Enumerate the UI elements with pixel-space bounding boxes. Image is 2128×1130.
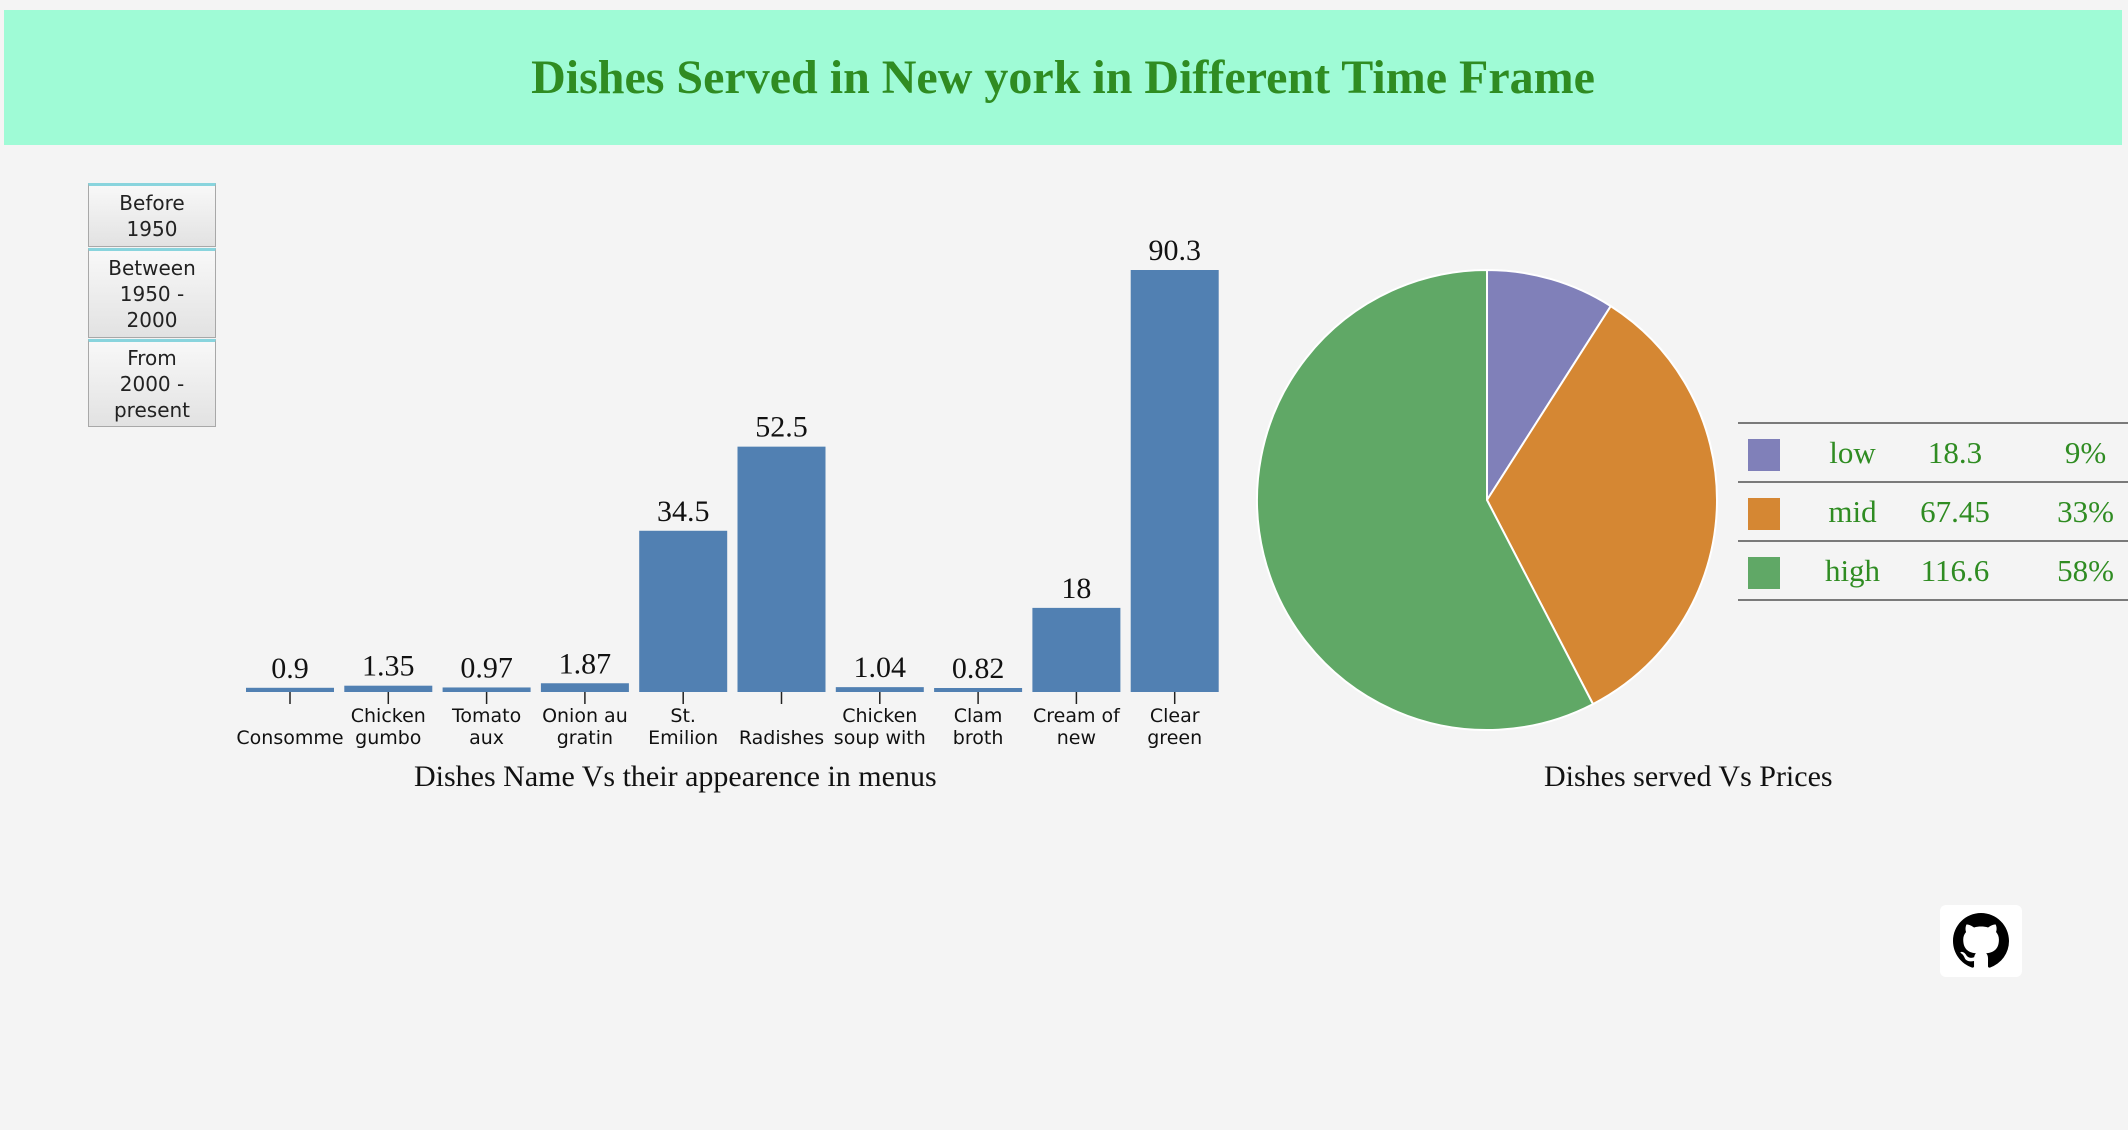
- bar: [344, 685, 433, 692]
- x-tick-label: St. Emilion: [648, 705, 718, 749]
- x-tick-label: Onion au gratin: [542, 705, 628, 749]
- pie-legend: low 18.3 9% mid 67.45 33% high 116.6 58%: [1738, 422, 2128, 601]
- x-tick-label: Cream of new: [1033, 705, 1121, 749]
- legend-value-low: 18.3: [1895, 422, 2015, 482]
- bar-value-label: 18: [1061, 572, 1091, 605]
- bar-value-label: 0.9: [271, 652, 309, 685]
- legend-label-mid: mid: [1810, 481, 1895, 541]
- before-1950-button[interactable]: Before 1950: [88, 183, 216, 247]
- legend-row-low: low 18.3 9%: [1738, 422, 2128, 482]
- bar: [540, 683, 629, 692]
- x-tick-label: Consomme: [236, 727, 343, 749]
- legend-value-high: 116.6: [1895, 540, 2015, 601]
- legend-percent-mid: 33%: [2015, 481, 2128, 541]
- pie-slice-mid: [1485, 304, 1718, 706]
- legend-row-mid: mid 67.45 33%: [1738, 481, 2128, 541]
- x-tick-label: Chicken gumbo: [351, 705, 426, 749]
- bar-value-label: 0.82: [952, 652, 1005, 685]
- x-tick-label: Chicken soup with: [834, 705, 926, 749]
- github-icon: [1953, 913, 2009, 968]
- x-tick-label: Clam broth: [953, 705, 1004, 749]
- github-link[interactable]: [1940, 905, 2022, 977]
- legend-value-mid: 67.45: [1895, 481, 2015, 541]
- bar-value-label: 1.04: [854, 651, 907, 684]
- bar: [442, 687, 531, 692]
- bar-value-label: 0.97: [460, 651, 513, 684]
- bar-value-label: 52.5: [755, 411, 808, 444]
- legend-swatch-mid: [1748, 497, 1780, 530]
- x-tick-label: Radishes: [739, 727, 824, 749]
- bar: [835, 687, 924, 692]
- bar: [1130, 270, 1219, 692]
- bar: [246, 687, 334, 692]
- between-1950-2000-button[interactable]: Between 1950 - 2000: [88, 248, 216, 338]
- page-header: Dishes Served in New york in Different T…: [4, 10, 2122, 145]
- bar-value-label: 1.87: [559, 647, 612, 680]
- pie-chart-title: Dishes served Vs Prices: [1544, 760, 1833, 793]
- bar: [639, 530, 728, 692]
- pie-chart: [1256, 268, 1718, 731]
- bar-chart: 0.9 Consomme 1.35 Chicken gumbo 0.97 Tomato aux…: [236, 234, 1219, 749]
- from-2000-present-button[interactable]: From 2000 - present: [88, 339, 216, 427]
- legend-label-low: low: [1810, 422, 1895, 482]
- legend-label-high: high: [1810, 540, 1895, 601]
- bar-value-label: 34.5: [657, 495, 710, 528]
- bar: [1032, 607, 1121, 692]
- legend-swatch-high: [1748, 556, 1780, 589]
- page-title: Dishes Served in New york in Different T…: [531, 51, 1595, 104]
- legend-percent-low: 9%: [2015, 422, 2128, 482]
- bar: [737, 446, 826, 692]
- legend-percent-high: 58%: [2015, 540, 2128, 601]
- x-tick-label: Clear green: [1147, 705, 1202, 749]
- pie-slice-low: [1486, 268, 1613, 504]
- bar-value-label: 1.35: [362, 650, 415, 683]
- legend-row-high: high 116.6 58%: [1738, 540, 2128, 601]
- x-tick-label: Tomato aux: [451, 705, 521, 749]
- bar-value-label: 90.3: [1148, 234, 1201, 267]
- legend-swatch-low: [1748, 438, 1780, 471]
- pie-slice-high: [1256, 268, 1595, 731]
- bar-chart-title: Dishes Name Vs their appearence in menus: [414, 760, 937, 793]
- bar: [934, 688, 1023, 692]
